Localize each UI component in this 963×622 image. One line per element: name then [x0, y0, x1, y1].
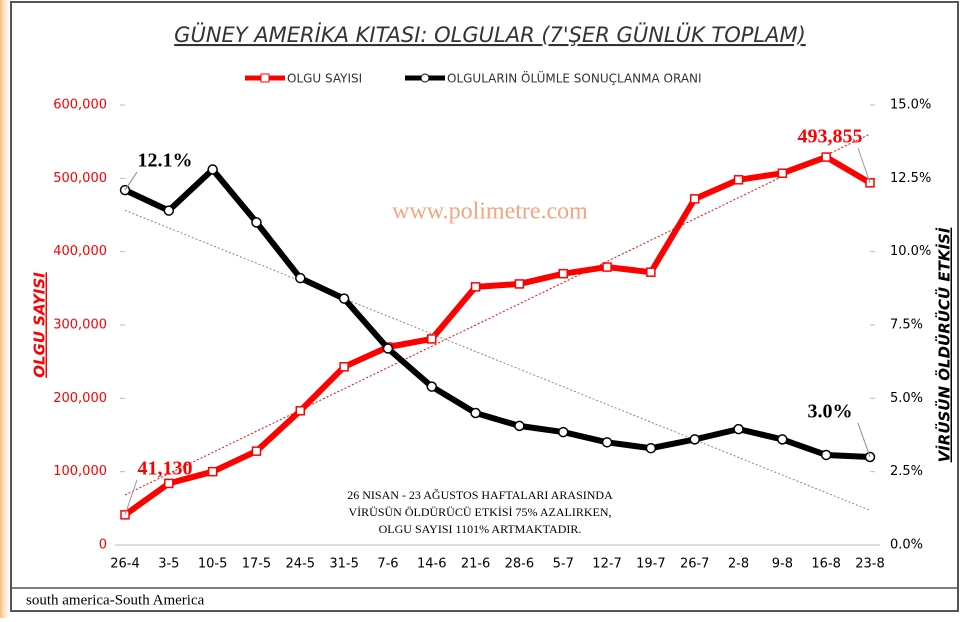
point: [821, 152, 831, 162]
x-tick-label: 9-8: [772, 557, 793, 572]
point: [558, 268, 568, 279]
x-tick-label: 12-7: [592, 557, 622, 572]
y-tick-label: 200,000: [53, 391, 107, 406]
y2-tick-label: 7.5%: [890, 318, 923, 333]
y-tick-label: 600,000: [53, 98, 107, 113]
annotation-line: 26 NISAN - 23 AĞUSTOS HAFTALARI ARASINDA: [347, 488, 613, 502]
x-tick-label: 3-5: [158, 557, 179, 572]
y-tick-label: 400,000: [53, 244, 107, 259]
annotation-line: OLGU SAYISI 1101% ARTMAKTADIR.: [379, 522, 582, 536]
label-leader: [857, 147, 871, 184]
point: [163, 205, 175, 216]
point: [733, 175, 744, 185]
x-tick-label: 24-5: [286, 557, 316, 572]
x-tick-label: 2-8: [728, 557, 749, 572]
y-tick-label: 500,000: [53, 171, 107, 186]
legend-marker: [260, 73, 270, 83]
point: [164, 478, 174, 489]
x-tick-label: 28-6: [505, 557, 535, 572]
legend-label: OLGU SAYISI: [287, 72, 362, 86]
y-axis-label: OLGU SAYISI: [31, 272, 49, 378]
x-tick-label: 31-5: [329, 557, 359, 572]
point: [251, 217, 262, 228]
point: [251, 446, 262, 456]
trendline: [124, 209, 871, 511]
x-tick-label: 26-4: [110, 557, 140, 572]
y2-tick-label: 12.5%: [890, 171, 931, 186]
x-tick-label: 19-7: [636, 557, 666, 572]
point: [470, 282, 481, 292]
y2-tick-label: 0.0%: [890, 538, 923, 553]
point: [601, 437, 613, 448]
footer: south america-South America: [26, 592, 205, 608]
point: [382, 343, 394, 354]
y2-tick-label: 5.0%: [890, 391, 923, 406]
point: [295, 272, 306, 284]
point: [338, 293, 350, 304]
watermark: www.polimetre.com: [392, 199, 588, 225]
point: [514, 420, 525, 432]
x-tick-label: 5-7: [553, 557, 574, 572]
label-leader: [124, 479, 138, 516]
label-leader: [857, 422, 871, 458]
data-label: 493,855: [798, 126, 863, 148]
point: [514, 279, 525, 289]
point: [557, 426, 569, 438]
point: [470, 407, 481, 419]
point: [777, 168, 788, 178]
chart-title: GÜNEY AMERİKA KITASI: OLGULAR (7'ŞER GÜN…: [174, 22, 806, 47]
trendline: [124, 133, 871, 496]
side-stripe: [0, 0, 12, 618]
point: [339, 362, 349, 372]
frame: [10, 1, 959, 612]
point: [427, 334, 437, 344]
x-tick-label: 17-5: [242, 557, 272, 572]
x-tick-label: 16-8: [811, 557, 841, 572]
point: [820, 449, 832, 461]
x-tick-label: 26-7: [680, 557, 710, 572]
x-tick-label: 14-6: [417, 557, 447, 572]
label-leader: [124, 171, 138, 191]
point: [207, 164, 218, 175]
data-label: 12.1%: [138, 150, 193, 172]
y2-tick-label: 15.0%: [890, 98, 931, 113]
x-tick-label: 23-8: [855, 557, 885, 572]
legend-marker: [420, 73, 430, 83]
point: [295, 406, 306, 416]
data-label: 41,130: [138, 457, 193, 479]
point: [733, 423, 744, 435]
annotation-line: VİRÜSÜN ÖLDÜRÜCÜ ETKİSİ 75% AZALIRKEN,: [349, 505, 612, 519]
point: [646, 267, 656, 277]
point: [207, 466, 218, 477]
data-label: 3.0%: [808, 401, 853, 423]
y2-axis-label: VİRÜSÜN ÖLDÜRÜCÜ ETKİSİ: [935, 227, 954, 462]
point: [689, 434, 700, 445]
y2-tick-label: 10.0%: [890, 244, 931, 259]
x-tick-label: 7-6: [377, 557, 398, 572]
point: [602, 262, 612, 272]
point: [426, 381, 438, 392]
point: [777, 434, 788, 445]
series-line: [123, 166, 871, 460]
series-line: [123, 154, 872, 518]
point: [645, 442, 657, 454]
x-tick-label: 10-5: [198, 557, 228, 572]
y-tick-label: 100,000: [53, 464, 107, 479]
point: [689, 194, 700, 204]
legend-label: OLGULARIN ÖLÜMLE SONUÇLANMA ORANI: [447, 70, 702, 86]
y2-tick-label: 2.5%: [890, 464, 923, 479]
y-tick-label: 300,000: [53, 318, 107, 333]
x-tick-label: 21-6: [461, 557, 491, 572]
y-tick-label: 0: [99, 538, 107, 553]
